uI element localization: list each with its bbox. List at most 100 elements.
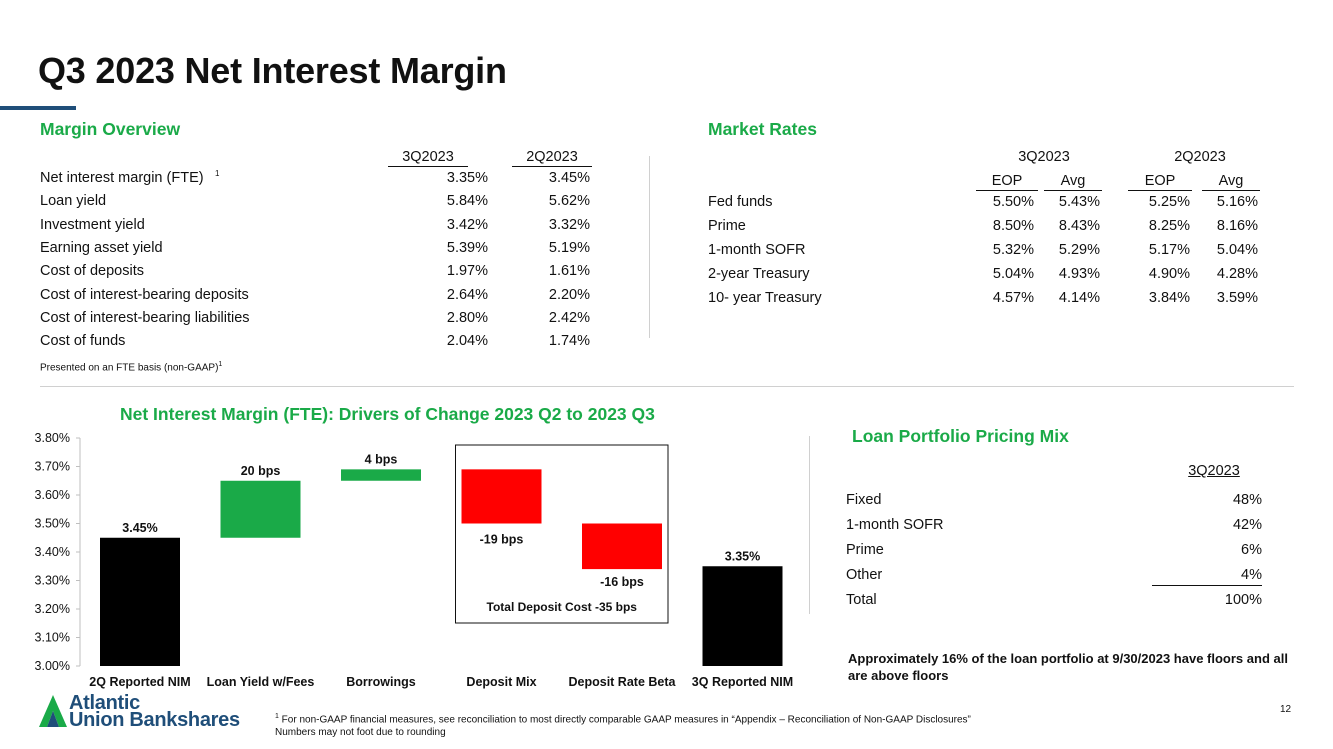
margin-value-3q2023: 5.84%	[446, 193, 488, 210]
deposit-cost-annotation: Total Deposit Cost -35 bps	[487, 600, 638, 614]
page-number: 12	[1280, 704, 1292, 715]
margin-value-2q2023: 1.74%	[548, 333, 590, 350]
y-tick-label: 3.20%	[35, 602, 70, 616]
x-category-label: Deposit Rate Beta	[569, 675, 677, 689]
bar-deposit-rate-beta	[582, 523, 662, 570]
y-tick-label: 3.00%	[35, 659, 70, 673]
y-tick-label: 3.10%	[35, 631, 70, 645]
margin-row-label: Investment yield	[40, 216, 145, 233]
margin-col-3q2023: 3Q2023	[388, 148, 468, 167]
market-2q-eop: 8.25%	[1148, 218, 1190, 234]
market-3q-avg: 4.93%	[1058, 266, 1100, 282]
loan-mix-row: Prime 6%	[846, 540, 1266, 560]
margin-value-2q2023: 3.32%	[548, 216, 590, 233]
logo-line-2: Union Bankshares	[69, 709, 240, 731]
market-3q-eop: 5.04%	[992, 266, 1034, 282]
margin-overview-note: Presented on an FTE basis (non-GAAP)1	[40, 361, 223, 374]
margin-overview-title: Margin Overview	[40, 119, 181, 139]
loan-mix-label: Other	[846, 567, 883, 583]
loan-mix-title: Loan Portfolio Pricing Mix	[852, 426, 1069, 446]
footnote-1: 1 For non-GAAP financial measures, see r…	[275, 713, 971, 726]
loan-mix-row: Other 4%	[846, 565, 1266, 586]
x-category-label: Loan Yield w/Fees	[207, 675, 315, 689]
market-group-3q2023: 3Q2023	[1018, 149, 1070, 165]
page-title: Q3 2023 Net Interest Margin	[38, 50, 507, 91]
loan-mix-value: 100%	[1224, 592, 1262, 608]
market-row-label: 1-month SOFR	[708, 242, 806, 258]
loan-mix-value: 4%	[1152, 565, 1262, 586]
margin-row-label: Cost of interest-bearing deposits	[40, 286, 249, 303]
deposit-cost-box	[455, 444, 669, 624]
margin-row: Cost of interest-bearing deposits 2.64% 2.…	[40, 285, 600, 305]
market-rates-title: Market Rates	[708, 119, 817, 139]
loan-mix-label: Total	[846, 592, 877, 608]
loan-mix-row: 1-month SOFR 42%	[846, 515, 1266, 535]
margin-row: Cost of funds 2.04% 1.74%	[40, 331, 600, 351]
market-row: 10- year Treasury 4.57% 4.14% 3.84% 3.59%	[708, 288, 1268, 308]
y-tick-label: 3.50%	[35, 517, 70, 531]
loan-mix-label: 1-month SOFR	[846, 517, 944, 533]
market-row-label: Prime	[708, 218, 746, 234]
margin-value-3q2023: 3.35%	[446, 170, 488, 186]
margin-col-2q2023: 2Q2023	[512, 148, 592, 167]
market-2q-eop: 3.84%	[1148, 290, 1190, 306]
market-3q-avg: 8.43%	[1058, 218, 1100, 234]
market-sub-3q-eop: EOP	[976, 172, 1038, 191]
market-3q-avg: 4.14%	[1058, 290, 1100, 306]
company-logo: Atlantic Union Bankshares	[38, 692, 268, 732]
x-category-label: Borrowings	[346, 675, 415, 689]
market-row-label: Fed funds	[708, 194, 773, 210]
bar-deposit-mix	[461, 469, 542, 524]
margin-value-3q2023: 2.64%	[446, 286, 488, 303]
margin-row: Cost of interest-bearing liabilities 2.80…	[40, 308, 600, 328]
atlantic-union-logo-icon	[39, 695, 67, 727]
loan-mix-value: 42%	[1232, 517, 1262, 533]
loan-mix-col-3q2023: 3Q2023	[1188, 463, 1240, 479]
market-row: Prime 8.50% 8.43% 8.25% 8.16%	[708, 216, 1268, 236]
top-column-divider	[649, 156, 650, 338]
margin-row-label: Loan yield	[40, 193, 107, 210]
market-3q-eop: 4.57%	[992, 290, 1034, 306]
margin-value-2q2023: 5.19%	[548, 239, 590, 256]
market-3q-avg: 5.43%	[1058, 194, 1100, 210]
loan-mix-row: Fixed 48%	[846, 490, 1266, 510]
margin-value-3q2023: 5.39%	[446, 239, 488, 256]
x-category-label: 3Q Reported NIM	[692, 675, 793, 689]
nim-waterfall-chart: 3.00% 3.10% 3.20% 3.30% 3.40% 3.50% 3.60% 3.70%…	[35, 431, 794, 689]
bar-2q-reported-nim	[100, 537, 180, 666]
margin-row: Earning asset yield 5.39% 5.19%	[40, 238, 600, 258]
margin-value-2q2023: 1.61%	[548, 263, 590, 280]
market-group-2q2023: 2Q2023	[1174, 149, 1226, 165]
bar-data-label: 3.45%	[122, 521, 157, 535]
market-sub-2q-eop: EOP	[1128, 172, 1192, 191]
margin-overview-table: 3Q2023 2Q2023 Net interest margin (FTE) 1…	[40, 146, 600, 356]
bottom-column-divider	[809, 436, 810, 614]
y-tick-label: 3.60%	[35, 488, 70, 502]
bar-data-label: 3.35%	[725, 549, 760, 563]
market-row: 2-year Treasury 5.04% 4.93% 4.90% 4.28%	[708, 264, 1268, 284]
x-category-label: Deposit Mix	[466, 675, 536, 689]
chart-title: Net Interest Margin (FTE): Drivers of Ch…	[120, 404, 655, 424]
market-2q-avg: 5.04%	[1216, 242, 1258, 258]
margin-row-footnote-marker: 1	[215, 169, 220, 178]
x-category-label: 2Q Reported NIM	[89, 675, 190, 689]
y-tick-label: 3.80%	[35, 431, 70, 445]
market-2q-eop: 5.25%	[1148, 194, 1190, 210]
margin-row-label: Cost of interest-bearing liabilities	[40, 309, 250, 326]
market-3q-avg: 5.29%	[1058, 242, 1100, 258]
margin-row-label: Cost of funds	[40, 333, 126, 350]
market-sub-2q-avg: Avg	[1202, 172, 1260, 191]
bar-data-label: -19 bps	[480, 533, 524, 547]
market-rates-table: 3Q2023 2Q2023 EOP Avg EOP Avg Fed funds 5…	[708, 146, 1268, 316]
y-tick-label: 3.40%	[35, 545, 70, 559]
logo-line-1: Atlantic	[69, 692, 140, 714]
market-2q-avg: 3.59%	[1216, 290, 1258, 306]
margin-value-3q2023: 2.04%	[446, 333, 488, 350]
loan-mix-table: 3Q2023 Fixed 48% 1-month SOFR 42% Prime 6% Oth…	[846, 460, 1266, 620]
margin-value-2q2023: 2.42%	[548, 309, 590, 326]
margin-value-2q2023: 2.20%	[548, 286, 590, 303]
margin-value-3q2023: 2.80%	[446, 309, 488, 326]
market-3q-eop: 5.50%	[992, 194, 1034, 210]
market-2q-eop: 5.17%	[1148, 242, 1190, 258]
loan-mix-label: Fixed	[846, 492, 882, 508]
